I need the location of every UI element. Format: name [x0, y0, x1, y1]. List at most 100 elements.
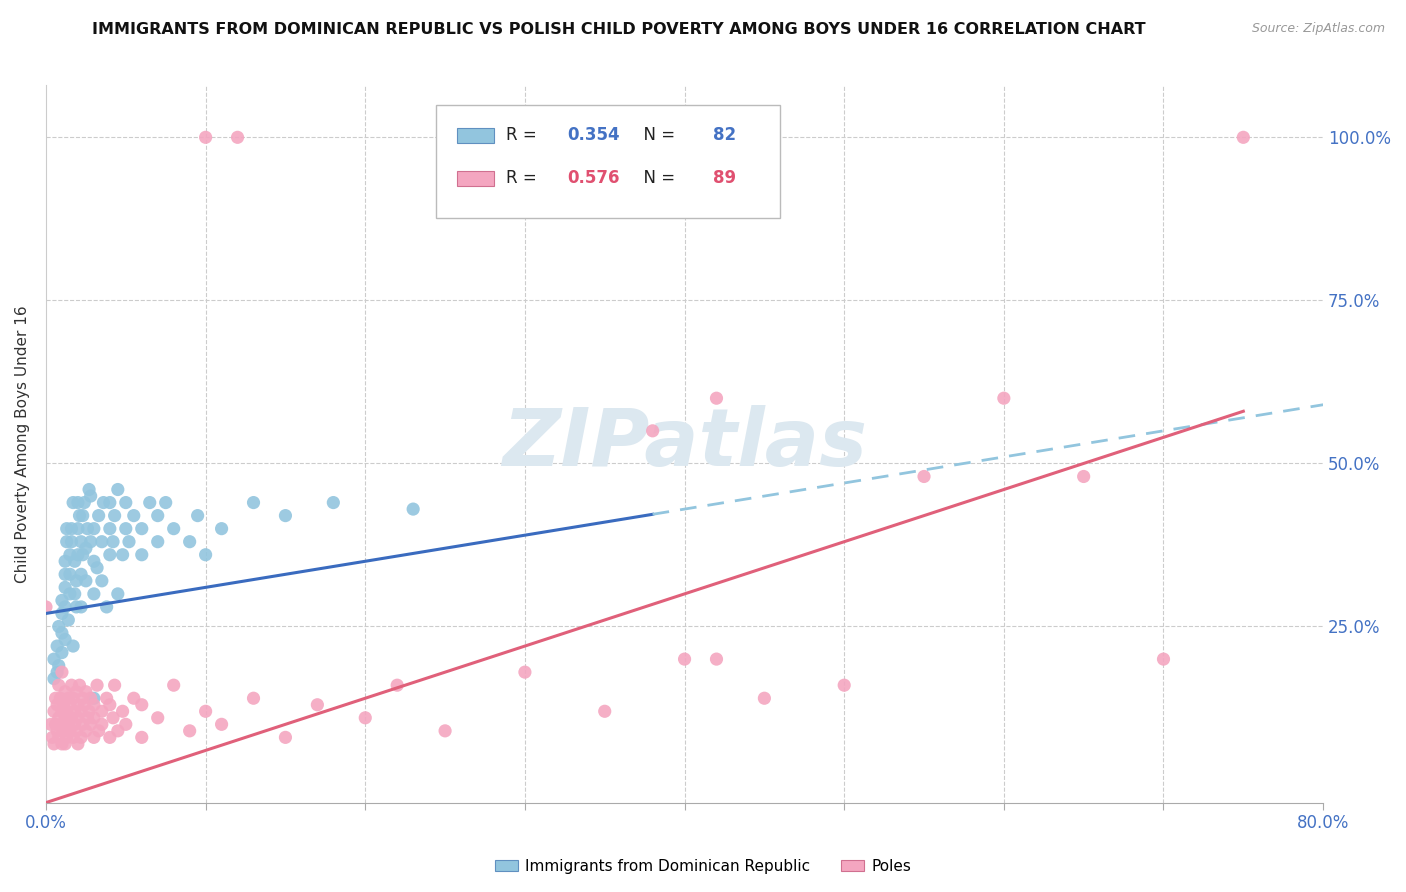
Point — [42, 737, 65, 751]
Text: 0.576: 0.576 — [567, 169, 620, 187]
Text: 82: 82 — [713, 127, 735, 145]
Point — [98, 698, 121, 712]
Point — [87, 508, 110, 523]
Point — [48, 619, 70, 633]
Point — [59, 723, 82, 738]
Point — [58, 717, 80, 731]
Point — [46, 698, 69, 712]
Point — [48, 731, 70, 745]
Point — [242, 691, 264, 706]
Point — [51, 704, 73, 718]
Point — [179, 723, 201, 738]
Point — [75, 723, 97, 738]
Point — [53, 737, 76, 751]
Point — [75, 574, 97, 588]
Point — [53, 711, 76, 725]
Point — [90, 704, 112, 718]
Point — [59, 567, 82, 582]
Point — [513, 665, 536, 680]
Point — [118, 534, 141, 549]
Point — [59, 548, 82, 562]
Point — [83, 711, 105, 725]
Point — [66, 548, 89, 562]
Text: 89: 89 — [713, 169, 735, 187]
Point — [69, 678, 91, 692]
Point — [73, 698, 96, 712]
Point — [385, 678, 408, 692]
Point — [41, 731, 63, 745]
Point — [146, 508, 169, 523]
Point — [96, 691, 118, 706]
Point — [114, 495, 136, 509]
Point — [42, 672, 65, 686]
Point — [53, 632, 76, 647]
Point — [163, 678, 186, 692]
Point — [79, 534, 101, 549]
Point — [98, 548, 121, 562]
Point — [146, 711, 169, 725]
Point — [69, 508, 91, 523]
Point — [62, 731, 84, 745]
Point — [77, 483, 100, 497]
Point — [83, 522, 105, 536]
Point — [104, 508, 127, 523]
Point — [706, 391, 728, 405]
Point — [83, 731, 105, 745]
Point — [51, 717, 73, 731]
Point — [60, 711, 83, 725]
Point — [70, 704, 93, 718]
Text: R =: R = — [506, 169, 541, 187]
Point — [45, 691, 67, 706]
Point — [65, 574, 87, 588]
Point — [354, 711, 377, 725]
Point — [53, 599, 76, 614]
Point — [83, 587, 105, 601]
Point — [52, 698, 75, 712]
FancyBboxPatch shape — [457, 128, 495, 143]
Point — [72, 548, 94, 562]
Point — [62, 495, 84, 509]
Point — [46, 639, 69, 653]
Point — [93, 495, 115, 509]
Text: IMMIGRANTS FROM DOMINICAN REPUBLIC VS POLISH CHILD POVERTY AMONG BOYS UNDER 16 C: IMMIGRANTS FROM DOMINICAN REPUBLIC VS PO… — [91, 22, 1146, 37]
Point — [79, 489, 101, 503]
Point — [60, 534, 83, 549]
Point — [65, 599, 87, 614]
FancyBboxPatch shape — [436, 104, 780, 218]
Point — [76, 711, 98, 725]
Point — [55, 704, 77, 718]
Point — [107, 723, 129, 738]
Legend: Immigrants from Dominican Republic, Poles: Immigrants from Dominican Republic, Pole… — [488, 853, 918, 880]
Point — [673, 652, 696, 666]
Y-axis label: Child Poverty Among Boys Under 16: Child Poverty Among Boys Under 16 — [15, 305, 30, 582]
Point — [593, 704, 616, 718]
Point — [66, 522, 89, 536]
Point — [87, 723, 110, 738]
Text: N =: N = — [634, 169, 681, 187]
Point — [66, 737, 89, 751]
Point — [179, 534, 201, 549]
Point — [60, 522, 83, 536]
Point — [52, 723, 75, 738]
Text: N =: N = — [634, 127, 681, 145]
Point — [55, 522, 77, 536]
Point — [42, 652, 65, 666]
Point — [70, 599, 93, 614]
Point — [55, 534, 77, 549]
Point — [51, 626, 73, 640]
Point — [70, 534, 93, 549]
Point — [98, 495, 121, 509]
Point — [83, 698, 105, 712]
Point — [59, 587, 82, 601]
Text: R =: R = — [506, 127, 541, 145]
Point — [72, 508, 94, 523]
Point — [194, 130, 217, 145]
Point — [53, 554, 76, 568]
Point — [1073, 469, 1095, 483]
Point — [58, 613, 80, 627]
Point — [63, 704, 86, 718]
Point — [131, 731, 153, 745]
Text: 0.354: 0.354 — [567, 127, 620, 145]
Point — [641, 424, 664, 438]
Point — [122, 691, 145, 706]
